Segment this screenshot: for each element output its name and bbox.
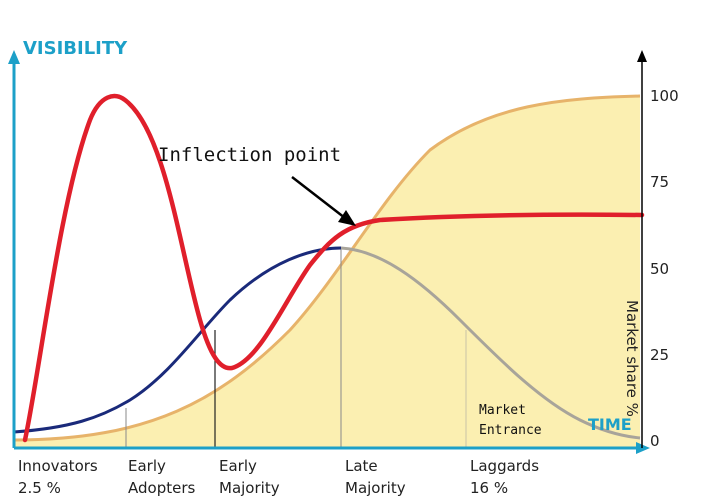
segment-label-line2: 2.5 % xyxy=(18,479,61,497)
adoption-bell-tail xyxy=(340,246,641,440)
segment-label-line1: Innovators xyxy=(18,457,98,475)
segment-label-line1: Late xyxy=(345,457,378,475)
hype-curve xyxy=(22,93,645,443)
market-entrance-label: Market Entrance xyxy=(479,401,542,441)
segment-label-line2: Majority xyxy=(345,479,406,497)
segment-label-line1: Early xyxy=(128,457,166,475)
segment-label-line1: Early xyxy=(219,457,257,475)
inflection-point-label: Inflection point xyxy=(158,144,342,166)
segment-label-line2: Adopters xyxy=(128,479,196,497)
segment-label-line2: Majority xyxy=(219,479,280,497)
x-axis-arrowhead xyxy=(636,442,650,454)
right-tick-0: 0 xyxy=(650,432,660,450)
segment-early-majority: Early Majority xyxy=(219,455,280,499)
inflection-arrow-line xyxy=(291,176,346,219)
right-axis-arrowhead xyxy=(637,50,647,62)
segment-label-line1: Laggards xyxy=(470,457,540,475)
segment-early-adopters: Early Adopters xyxy=(128,455,195,499)
right-tick-50: 50 xyxy=(650,260,670,278)
adoption-bell-curve xyxy=(13,246,342,434)
right-tick-75: 75 xyxy=(650,173,670,191)
y-axis-label: VISIBILITY xyxy=(23,38,128,59)
right-axis-label: Market share % xyxy=(623,300,641,417)
right-tick-25: 25 xyxy=(650,346,670,364)
y-axis-arrowhead xyxy=(8,50,20,64)
right-tick-100: 100 xyxy=(650,87,679,105)
market-entrance-line1: Market xyxy=(479,403,526,418)
segment-late-majority: Late Majority xyxy=(345,455,406,499)
inflection-arrowhead xyxy=(338,210,356,226)
segment-laggards: Laggards 16 % xyxy=(470,455,539,499)
x-axis-label: TIME xyxy=(588,415,632,434)
segment-label-line2: 16 % xyxy=(470,479,509,497)
market-entrance-line2: Entrance xyxy=(479,423,542,438)
segment-innovators: Innovators 2.5 % xyxy=(18,455,98,499)
market-share-area xyxy=(14,96,640,448)
